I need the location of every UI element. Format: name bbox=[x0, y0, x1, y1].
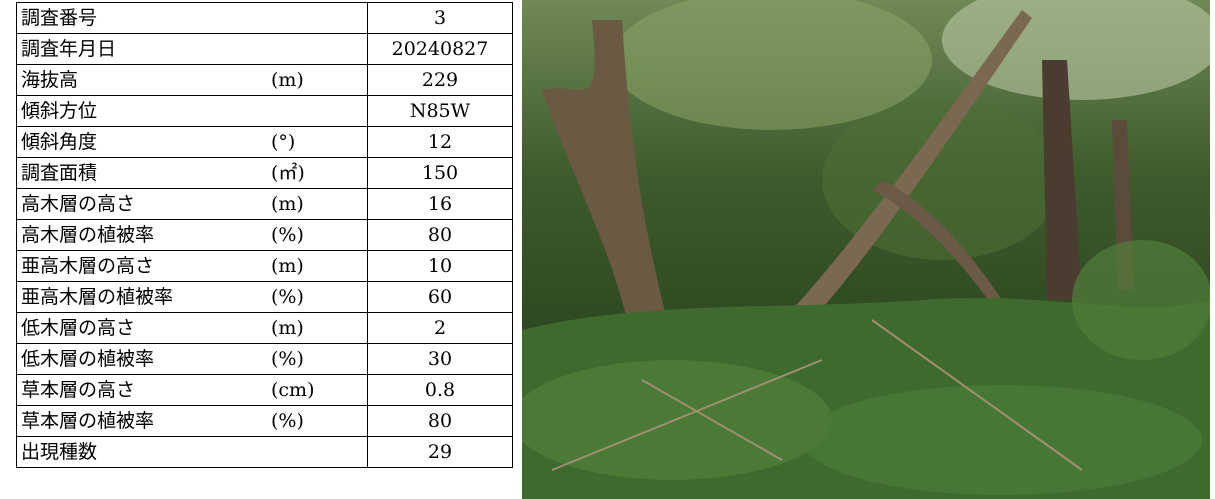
table-row: 高木層の植被率 (%) 80 bbox=[16, 219, 513, 251]
row-label: 傾斜方位 bbox=[21, 100, 98, 122]
table-row: 海抜高 (m) 229 bbox=[16, 64, 513, 96]
label-cell: 調査番号 bbox=[16, 2, 368, 34]
table-row: 草本層の高さ (cm) 0.8 bbox=[16, 374, 513, 406]
row-unit: (%) bbox=[271, 348, 304, 370]
row-label: 調査番号 bbox=[21, 7, 98, 29]
row-unit: (%) bbox=[271, 286, 304, 308]
row-label: 低木層の植被率 bbox=[21, 348, 155, 370]
row-value: 16 bbox=[367, 188, 513, 220]
label-cell: 傾斜角度 (°) bbox=[16, 126, 368, 158]
label-cell: 低木層の高さ (m) bbox=[16, 312, 368, 344]
row-value: 229 bbox=[367, 64, 513, 96]
row-label: 出現種数 bbox=[21, 441, 98, 463]
label-cell: 調査面積 (㎡) bbox=[16, 157, 368, 189]
row-unit: (m) bbox=[271, 317, 304, 339]
row-value: 80 bbox=[367, 405, 513, 437]
row-unit: (m) bbox=[271, 255, 304, 277]
label-cell: 出現種数 bbox=[16, 436, 368, 468]
table-row: 低木層の高さ (m) 2 bbox=[16, 312, 513, 344]
row-unit: (m) bbox=[271, 193, 304, 215]
row-value: 29 bbox=[367, 436, 513, 468]
table-row: 傾斜方位 N85W bbox=[16, 95, 513, 127]
table-row: 調査年月日 20240827 bbox=[16, 33, 513, 65]
label-cell: 亜高木層の植被率 (%) bbox=[16, 281, 368, 313]
table-row: 出現種数 29 bbox=[16, 436, 513, 468]
label-cell: 高木層の高さ (m) bbox=[16, 188, 368, 220]
row-label: 調査面積 bbox=[21, 162, 98, 184]
row-unit: (cm) bbox=[271, 379, 315, 401]
label-cell: 亜高木層の高さ (m) bbox=[16, 250, 368, 282]
table-row: 高木層の高さ (m) 16 bbox=[16, 188, 513, 220]
row-unit: (㎡) bbox=[271, 162, 305, 184]
label-cell: 草本層の植被率 (%) bbox=[16, 405, 368, 437]
survey-table: 調査番号 3 調査年月日 20240827 海抜高 (m) 229 傾斜方位 N85W 傾斜角度(… bbox=[16, 2, 513, 468]
row-label: 海抜高 bbox=[21, 69, 79, 91]
row-label: 傾斜角度 bbox=[21, 131, 98, 153]
table-row: 亜高木層の植被率 (%) 60 bbox=[16, 281, 513, 313]
row-unit: (%) bbox=[271, 410, 304, 432]
table-row: 傾斜角度 (°) 12 bbox=[16, 126, 513, 158]
table-row: 低木層の植被率 (%) 30 bbox=[16, 343, 513, 375]
table-row: 調査面積 (㎡) 150 bbox=[16, 157, 513, 189]
row-value: 60 bbox=[367, 281, 513, 313]
label-cell: 高木層の植被率 (%) bbox=[16, 219, 368, 251]
row-value: 0.8 bbox=[367, 374, 513, 406]
row-value: 80 bbox=[367, 219, 513, 251]
row-unit: (°) bbox=[271, 131, 296, 153]
row-value: 12 bbox=[367, 126, 513, 158]
table-row: 調査番号 3 bbox=[16, 2, 513, 34]
row-label: 高木層の高さ bbox=[21, 193, 136, 215]
row-unit: (%) bbox=[271, 224, 304, 246]
row-value: 3 bbox=[367, 2, 513, 34]
label-cell: 傾斜方位 bbox=[16, 95, 368, 127]
label-cell: 草本層の高さ (cm) bbox=[16, 374, 368, 406]
forest-photo bbox=[522, 0, 1210, 499]
table-row: 草本層の植被率 (%) 80 bbox=[16, 405, 513, 437]
row-label: 低木層の高さ bbox=[21, 317, 136, 339]
row-label: 高木層の植被率 bbox=[21, 224, 155, 246]
row-label: 草本層の高さ bbox=[21, 379, 136, 401]
table-row: 亜高木層の高さ (m) 10 bbox=[16, 250, 513, 282]
row-value: 10 bbox=[367, 250, 513, 282]
row-label: 亜高木層の高さ bbox=[21, 255, 155, 277]
label-cell: 調査年月日 bbox=[16, 33, 368, 65]
row-value: 150 bbox=[367, 157, 513, 189]
row-label: 調査年月日 bbox=[21, 38, 117, 60]
row-value: 2 bbox=[367, 312, 513, 344]
row-unit: (m) bbox=[271, 69, 304, 91]
row-value: N85W bbox=[367, 95, 513, 127]
row-value: 30 bbox=[367, 343, 513, 375]
row-value: 20240827 bbox=[367, 33, 513, 65]
row-label: 草本層の植被率 bbox=[21, 410, 155, 432]
label-cell: 海抜高 (m) bbox=[16, 64, 368, 96]
label-cell: 低木層の植被率 (%) bbox=[16, 343, 368, 375]
row-label: 亜高木層の植被率 bbox=[21, 286, 174, 308]
